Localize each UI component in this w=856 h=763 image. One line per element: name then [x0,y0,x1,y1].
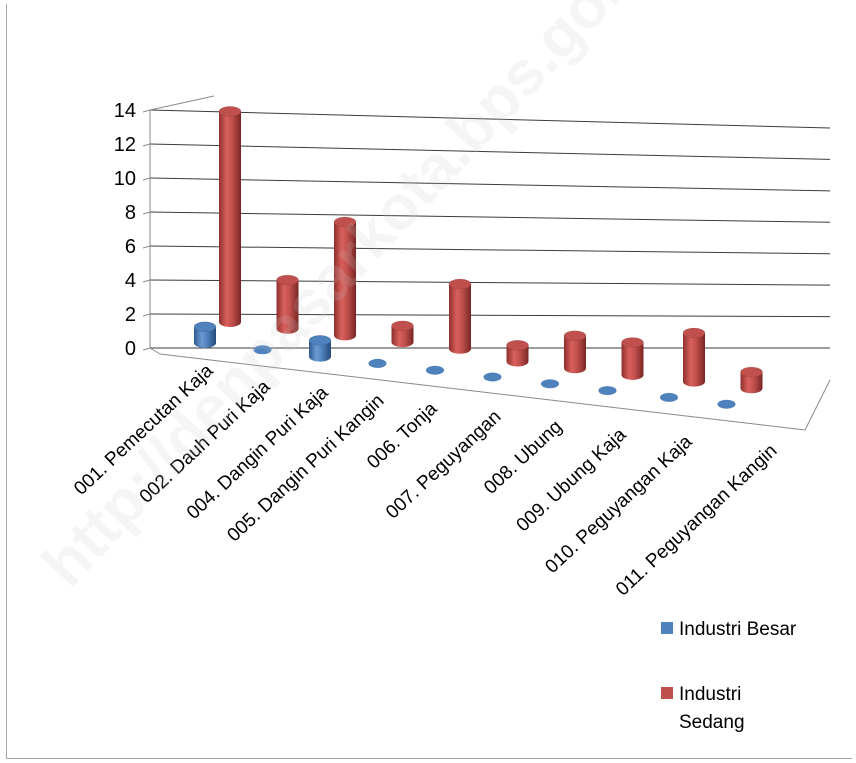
bars [193,106,763,409]
bar-industri-sedang-6-body [564,335,586,374]
bar-industri-besar-7-disc [598,386,617,396]
bar-industri-sedang-3 [391,320,414,348]
legend-label-0: Industri Besar [679,619,797,640]
chart-frame [6,4,852,759]
bar-industri-besar-0-top [193,321,217,333]
y-tick-label: 10 [114,168,136,190]
bar-industri-besar-1-disc [253,345,272,355]
axes [142,95,831,431]
legend-label-1: Industri Sedang [679,684,745,733]
bar-industri-besar-9-disc [717,399,736,409]
y-tick-label: 2 [125,304,136,326]
legend-swatch-0 [661,622,673,634]
bar-industri-sedang-6-top [563,330,587,342]
legend: Industri Besar Industri Sedang [661,619,797,733]
y-tick-labels: 0 2 4 6 8 10 12 14 [114,100,136,360]
bar-industri-besar-5-disc [483,372,502,382]
y-tick-mark [142,177,151,181]
bar-industri-sedang-3-top [391,320,414,332]
y-tick-label: 4 [125,270,136,292]
y-tick-label: 14 [114,100,136,122]
bar-industri-sedang-5-top [506,339,529,351]
bar-industri-besar-0 [193,321,217,348]
x-category-label: 001. Pemecutan Kaja [70,360,218,500]
bar-industri-besar-4-disc [425,365,445,375]
gridline [149,177,831,192]
wall-top-edge [149,95,215,111]
bar-industri-besar-3 [368,358,387,368]
bar-industri-besar-8-disc [659,392,679,402]
floor-front-edge [159,353,806,431]
gridline [149,143,831,160]
y-tick-label: 8 [125,202,136,224]
floor-right-edge [804,379,831,431]
bar-industri-besar-1 [253,345,272,355]
bar-industri-sedang-3-body [391,325,414,348]
bar-industri-sedang-0-top [218,106,242,117]
gridlines [149,109,831,349]
bar-industri-sedang-8 [682,327,706,387]
legend-swatch-1 [661,687,673,699]
bar-industri-sedang-7 [621,337,644,380]
gridline [149,279,831,286]
y-tick-mark [142,109,151,113]
y-tick-label: 12 [114,134,136,156]
y-tick-label: 0 [125,338,136,360]
bar-industri-sedang-1-body [276,280,299,334]
bar-industri-sedang-5 [506,339,529,367]
bar-industri-besar-9 [717,399,736,409]
gridline [149,109,831,129]
y-tick-mark [142,279,151,283]
bar-industri-sedang-2-top [333,216,357,228]
gridline [149,245,831,255]
bar-industri-sedang-4-top [448,278,472,290]
bar-industri-sedang-0-body [219,111,241,328]
bar-industri-sedang-4 [448,278,472,354]
x-category-label: 011. Peguyangan Kangin [612,440,781,600]
bar-industri-sedang-2-body [334,222,356,341]
bar-industri-sedang-1-top [276,274,299,286]
bar-industri-sedang-9-body [740,372,763,394]
gridline [149,211,831,223]
y-tick-mark [142,313,151,317]
y-tick-mark [142,211,151,215]
bar-industri-besar-3-disc [368,358,387,368]
bar-industri-besar-0-body [194,326,216,348]
bar-industri-besar-6-disc [540,379,560,389]
bar-industri-sedang-8-top [682,327,706,339]
bar-industri-sedang-7-top [621,337,644,348]
bar-industri-sedang-2 [333,216,357,341]
bar-industri-sedang-9-top [740,366,763,378]
bar-industri-sedang-4-body [449,284,471,354]
bar-industri-sedang-5-body [506,345,529,367]
y-tick-label: 6 [125,236,136,258]
bar-industri-sedang-1 [276,274,299,334]
gridline [149,313,831,318]
y-tick-mark [142,347,151,351]
floor-left-edge [149,347,161,355]
bar-industri-sedang-8-body [683,333,705,387]
bar-industri-sedang-0 [218,106,242,328]
bar-industri-besar-2 [308,335,332,362]
bar-industri-besar-6 [540,379,560,389]
bar-industri-besar-8 [659,392,679,402]
bar-industri-sedang-6 [563,330,587,374]
bar-industri-besar-4 [425,365,445,375]
y-tick-mark [142,143,151,147]
y-tick-mark [142,245,151,249]
bar-industri-sedang-9 [740,366,763,394]
bar-industri-besar-7 [598,386,617,396]
bar-industri-sedang-7-body [621,342,644,380]
bar-industri-besar-5 [483,372,502,382]
bar-industri-besar-2-top [308,335,332,346]
bar-industri-besar-2-body [309,340,331,362]
